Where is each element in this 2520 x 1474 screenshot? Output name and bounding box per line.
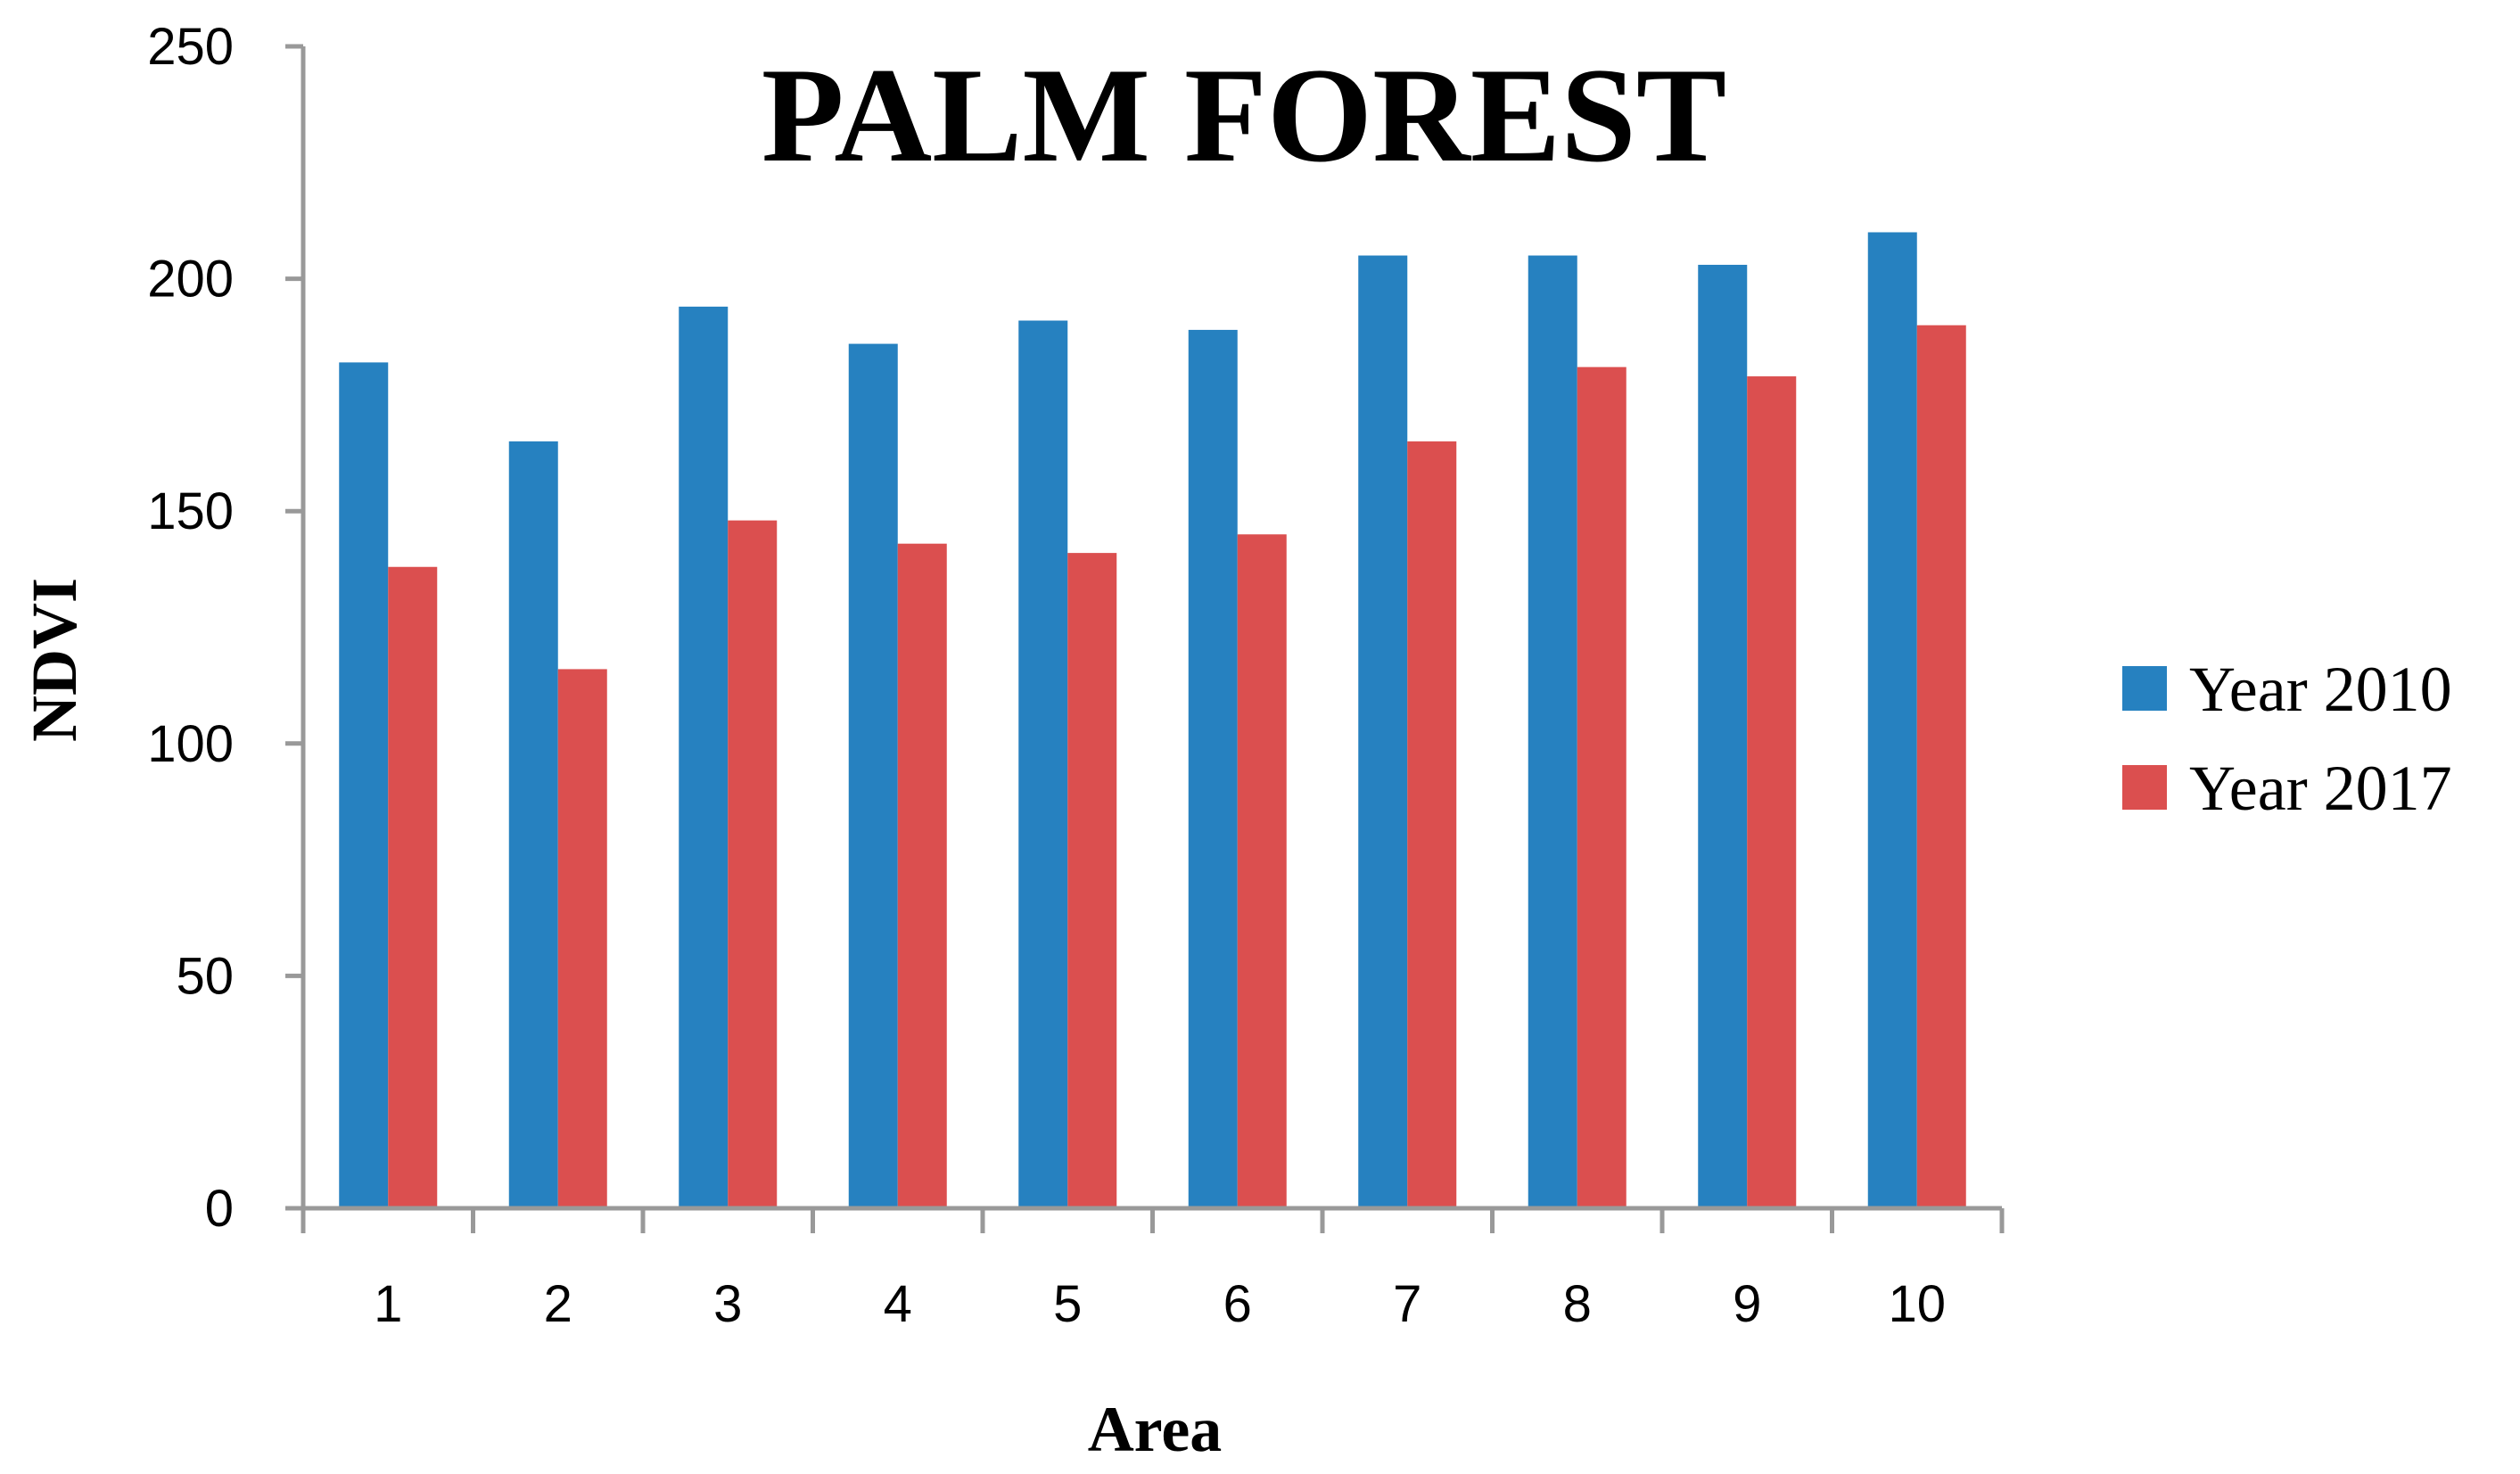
bar-series1-area-7 (1358, 255, 1408, 1208)
x-tick-label: 6 (1223, 1275, 1252, 1333)
x-tick-labels: 1 2 3 4 5 6 7 8 9 10 (374, 1275, 1946, 1333)
y-tick-label: 200 (147, 251, 234, 309)
y-tick-label: 0 (205, 1180, 234, 1238)
x-tick-label: 4 (884, 1275, 912, 1333)
bar-series1-area-10 (1867, 232, 1917, 1209)
legend-swatch-1 (2122, 666, 2167, 711)
bar-series2-area-4 (897, 543, 947, 1208)
x-tick-label: 8 (1563, 1275, 1592, 1333)
bar-series2-area-10 (1916, 325, 1966, 1209)
x-tick-label: 7 (1393, 1275, 1421, 1333)
legend-label-2: Year 2017 (2189, 753, 2452, 824)
bar-series2-area-3 (728, 520, 778, 1208)
x-tick-label: 10 (1888, 1275, 1946, 1333)
legend-swatch-2 (2122, 765, 2167, 810)
legend: Year 2010 Year 2017 (2122, 654, 2452, 824)
x-tick-label: 2 (544, 1275, 572, 1333)
bar-series2-area-9 (1747, 376, 1797, 1208)
bar-series2-area-5 (1067, 553, 1117, 1208)
bar-series2-area-7 (1407, 441, 1457, 1208)
bar-series1-area-8 (1528, 255, 1577, 1208)
y-tick-labels: 0 50 100 150 200 250 (147, 18, 234, 1238)
bar-series1-area-9 (1698, 264, 1748, 1208)
bar-series2-area-6 (1237, 534, 1287, 1208)
bar-series1-area-6 (1188, 329, 1238, 1208)
bar-series1-area-3 (679, 306, 729, 1208)
bar-series1-area-5 (1018, 320, 1068, 1208)
x-tick-label: 5 (1053, 1275, 1082, 1333)
x-tick-label: 9 (1733, 1275, 1761, 1333)
bar-series1-area-1 (339, 362, 389, 1208)
bar-series2-area-1 (388, 566, 438, 1208)
y-tick-label: 100 (147, 715, 234, 773)
chart-title: PALM FOREST (762, 40, 1726, 190)
bar-series2-area-2 (557, 669, 607, 1208)
y-axis-title: NDVI (19, 578, 90, 742)
bars-group (339, 232, 1966, 1209)
bar-series1-area-4 (848, 343, 898, 1208)
y-tick-label: 150 (147, 482, 234, 540)
x-tick-label: 3 (713, 1275, 742, 1333)
bar-series1-area-2 (508, 441, 558, 1208)
axes-group (285, 44, 2005, 1233)
legend-label-1: Year 2010 (2189, 654, 2452, 725)
y-tick-label: 50 (176, 947, 234, 1005)
x-tick-label: 1 (374, 1275, 402, 1333)
bar-series2-area-8 (1577, 366, 1626, 1208)
x-axis-title: Area (1088, 1394, 1223, 1465)
y-tick-label: 250 (147, 18, 234, 76)
